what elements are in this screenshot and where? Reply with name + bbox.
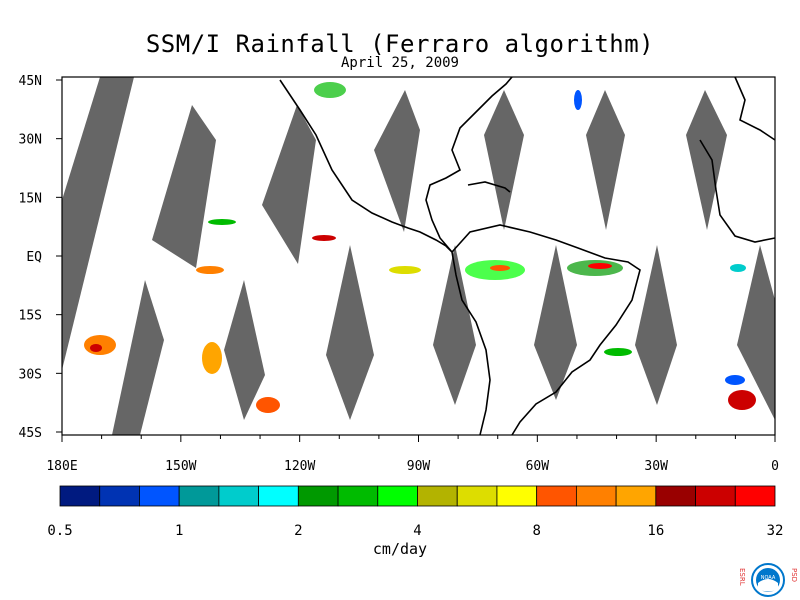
rain-cell xyxy=(202,342,222,374)
lon-label: 90W xyxy=(407,459,431,474)
lat-label: 30S xyxy=(19,367,42,382)
latitude-axis: 45N 30N 15N EQ 15S 30S 45S xyxy=(19,74,62,441)
colorbar-tick-label: 2 xyxy=(294,523,302,539)
colorbar-swatch xyxy=(99,485,140,507)
colorbar-swatch xyxy=(337,485,379,507)
colorbar xyxy=(59,485,776,507)
colorbar-swatch xyxy=(258,485,299,507)
lon-label: 180E xyxy=(46,459,77,474)
swath-gap xyxy=(62,77,134,370)
swath-gap xyxy=(326,245,374,420)
swath-gap xyxy=(534,245,577,400)
north-america-coast xyxy=(279,76,513,253)
lat-label: 45S xyxy=(19,426,42,441)
colorbar-swatch xyxy=(417,485,458,507)
swath-gap xyxy=(374,90,420,232)
rain-features xyxy=(84,82,756,413)
rain-cell xyxy=(256,397,280,413)
noaa-esrl-psd-logo: NOAA ESRL PSD xyxy=(738,563,798,597)
colorbar-swatch xyxy=(59,485,101,507)
colorbar-swatch xyxy=(218,485,260,507)
colorbar-swatch xyxy=(695,485,736,507)
lat-label: 45N xyxy=(19,74,42,89)
cuba xyxy=(467,181,511,193)
lat-label: 15S xyxy=(19,309,42,324)
colorbar-swatch xyxy=(734,485,776,507)
svg-text:PSD: PSD xyxy=(790,568,798,582)
swath-gaps xyxy=(62,77,775,435)
rain-cell xyxy=(604,348,632,356)
swath-gap xyxy=(635,245,677,405)
africa-coast xyxy=(699,139,776,243)
lon-label: 120W xyxy=(284,459,315,474)
colorbar-swatch xyxy=(297,485,339,507)
colorbar-swatch xyxy=(456,485,498,507)
rain-cell xyxy=(84,335,116,355)
coastlines xyxy=(279,76,776,436)
south-america-coast xyxy=(451,224,641,436)
lat-label: 15N xyxy=(19,191,42,206)
colorbar-swatch xyxy=(178,485,220,507)
swath-gap xyxy=(484,90,524,230)
rain-cell xyxy=(574,90,582,110)
rain-cell xyxy=(389,266,421,274)
rain-cell xyxy=(90,344,102,352)
chart-title: SSM/I Rainfall (Ferraro algorithm) xyxy=(145,30,655,58)
longitude-axis: 180E 150W 120W 90W 60W 30W 0 xyxy=(46,435,779,474)
lon-label: 30W xyxy=(644,459,668,474)
rain-cell xyxy=(312,235,336,241)
colorbar-swatch xyxy=(496,485,538,507)
colorbar-swatch xyxy=(139,485,180,507)
colorbar-units: cm/day xyxy=(372,540,428,558)
colorbar-swatch xyxy=(536,485,577,507)
colorbar-swatch xyxy=(377,485,418,507)
colorbar-tick-labels: 0.5 1 2 4 8 16 32 xyxy=(47,523,783,539)
svg-text:NOAA: NOAA xyxy=(761,575,776,581)
svg-text:ESRL: ESRL xyxy=(738,568,746,586)
rain-cell xyxy=(196,266,224,274)
rain-cell xyxy=(208,219,236,225)
swath-gap xyxy=(686,90,727,230)
colorbar-tick-label: 16 xyxy=(647,523,664,539)
colorbar-tick-label: 0.5 xyxy=(47,523,72,539)
rain-cell xyxy=(490,265,510,271)
colorbar-swatch xyxy=(615,485,657,507)
lat-label: 30N xyxy=(19,133,42,148)
lon-label: 60W xyxy=(526,459,550,474)
colorbar-tick-label: 8 xyxy=(532,523,540,539)
lon-label: 150W xyxy=(165,459,196,474)
colorbar-tick-label: 32 xyxy=(767,523,784,539)
chart-date: April 25, 2009 xyxy=(340,55,459,71)
colorbar-swatch xyxy=(575,485,617,507)
swath-gap xyxy=(224,280,265,420)
swath-gap xyxy=(737,245,775,420)
rain-cell xyxy=(730,264,746,272)
colorbar-swatch xyxy=(655,485,696,507)
colorbar-tick-label: 4 xyxy=(413,523,421,539)
rain-cell xyxy=(728,390,756,410)
rain-cell xyxy=(725,375,745,385)
colorbar-tick-label: 1 xyxy=(175,523,183,539)
europe-coast xyxy=(734,76,776,141)
swath-gap xyxy=(586,90,625,230)
swath-gap xyxy=(262,105,316,264)
rain-cell xyxy=(588,263,612,269)
lon-label: 0 xyxy=(771,459,779,474)
swath-gap xyxy=(152,105,216,268)
swath-gap xyxy=(433,245,476,405)
lat-label: EQ xyxy=(26,250,42,265)
rain-cell xyxy=(314,82,346,98)
swath-gap xyxy=(112,280,164,435)
